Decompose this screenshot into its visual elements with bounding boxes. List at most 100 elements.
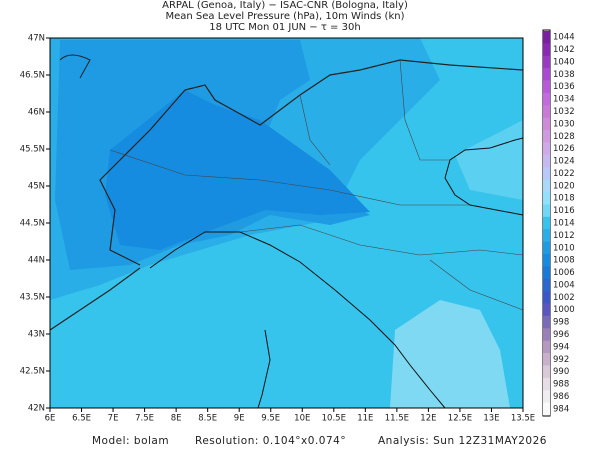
lon-label: 11.5E [385,414,409,424]
colorbar-swatch [543,154,550,168]
colorbar-label: 1024 [553,157,575,167]
colorbar-swatch [543,340,550,354]
colorbar-swatch [543,229,550,242]
colorbar-swatch [543,192,550,205]
lon-label: 6E [45,414,56,424]
pressure-field [455,120,523,200]
region-boundary [109,59,524,311]
pressure-field [105,90,370,250]
lon-label: 7E [108,414,119,424]
colorbar-swatch [543,402,550,416]
colorbar-label: 984 [553,404,569,414]
colorbar-label: 1016 [553,206,575,216]
map-area [49,37,524,409]
colorbar-swatch [543,167,550,180]
lat-label: 45N [28,182,45,192]
colorbar-label: 1036 [553,82,575,92]
lat-label: 47N [28,34,45,44]
colorbar-swatch [543,117,550,131]
colorbar-label: 1002 [553,293,575,303]
colorbar-label: 1028 [553,132,575,142]
colorbar-swatch [543,278,550,292]
colorbar-label: 1006 [553,268,575,278]
lat-label: 46N [28,108,45,118]
lon-label: 10.5E [322,414,346,424]
lon-label: 12E [420,414,436,424]
lon-label: 7.5E [135,414,154,424]
lat-label: 46.5N [20,71,45,81]
colorbar-label: 1014 [553,219,575,229]
colorbar-label: 988 [553,380,569,390]
colorbar-label: 994 [553,342,569,352]
pressure-field [390,300,510,408]
colorbar-label: 1012 [553,231,575,241]
colorbar-swatch [543,377,550,391]
colorbar-swatch [543,315,550,329]
colorbar-swatch [543,55,550,69]
colorbar-swatch [543,204,550,218]
colorbar-swatch [543,365,550,379]
colorbar-label: 1034 [553,95,575,105]
lon-label: 10E [294,414,310,424]
colorbar-swatch [543,105,550,119]
lon-label: 12.5E [448,414,472,424]
colorbar-label: 1040 [553,57,575,67]
colorbar-swatch [543,179,550,193]
title-line: ARPAL (Genoa, Italy) − ISAC-CNR (Bologna… [162,0,408,11]
colorbar-swatch [543,31,550,44]
footer-resolution: Resolution: 0.104°x0.074° [195,435,346,447]
colorbar-label: 1026 [553,144,575,154]
colorbar-label: 1030 [553,119,575,129]
colorbar-label: 986 [553,392,569,402]
colorbar-swatch [543,241,550,255]
colorbar-swatch [543,68,550,81]
title-line: 18 UTC Mon 01 JUN − τ = 30h [209,22,360,33]
colorbar-label: 998 [553,318,569,328]
colorbar-swatch [543,43,550,57]
colorbar-swatch [543,253,550,267]
colorbar-swatch [543,353,550,366]
colorbar-label: 1008 [553,256,575,266]
lon-label: 8.5E [198,414,217,424]
lon-label: 13E [483,414,499,424]
colorbar-swatch [543,328,550,341]
colorbar-swatch [543,142,550,156]
lat-label: 43N [28,330,45,340]
colorbar-swatch [543,216,550,230]
lat-label: 45.5N [20,145,45,155]
colorbar-label: 1032 [553,107,575,117]
colorbar-label: 1018 [553,194,575,204]
lat-label: 44.5N [20,219,45,229]
colorbar-label: 992 [553,355,569,365]
colorbar-label: 1000 [553,305,575,315]
footer-model: Model: bolam [92,435,169,447]
lon-label: 13.5E [511,414,535,424]
lon-label: 6.5E [72,414,91,424]
colorbar-swatch [543,291,550,304]
colorbar-label: 996 [553,330,569,340]
colorbar-label: 1022 [553,169,575,179]
coastline [59,54,524,409]
lat-label: 44N [28,256,45,266]
colorbar-swatch [543,266,550,280]
colorbar-label: 1038 [553,70,575,80]
lon-label: 11E [357,414,373,424]
colorbar-label: 1004 [553,280,575,290]
colorbar-swatch [543,92,550,106]
footer-analysis: Analysis: Sun 12Z31MAY2026 [378,435,547,447]
colorbar-swatch [543,130,550,143]
colorbar-swatch [543,390,550,403]
lon-label: 8E [171,414,182,424]
colorbar-label: 1020 [553,181,575,191]
title-line: Mean Sea Level Pressure (hPa), 10m Winds… [166,11,405,22]
colorbar-label: 1044 [553,33,575,43]
lon-label: 9.5E [261,414,280,424]
colorbar-label: 1010 [553,243,575,253]
colorbar-label: 990 [553,367,569,377]
lon-label: 9E [234,414,245,424]
colorbar-swatch [543,303,550,317]
colorbar-swatch [543,80,550,94]
colorbar-label: 1042 [553,45,575,55]
lat-label: 43.5N [20,293,45,303]
